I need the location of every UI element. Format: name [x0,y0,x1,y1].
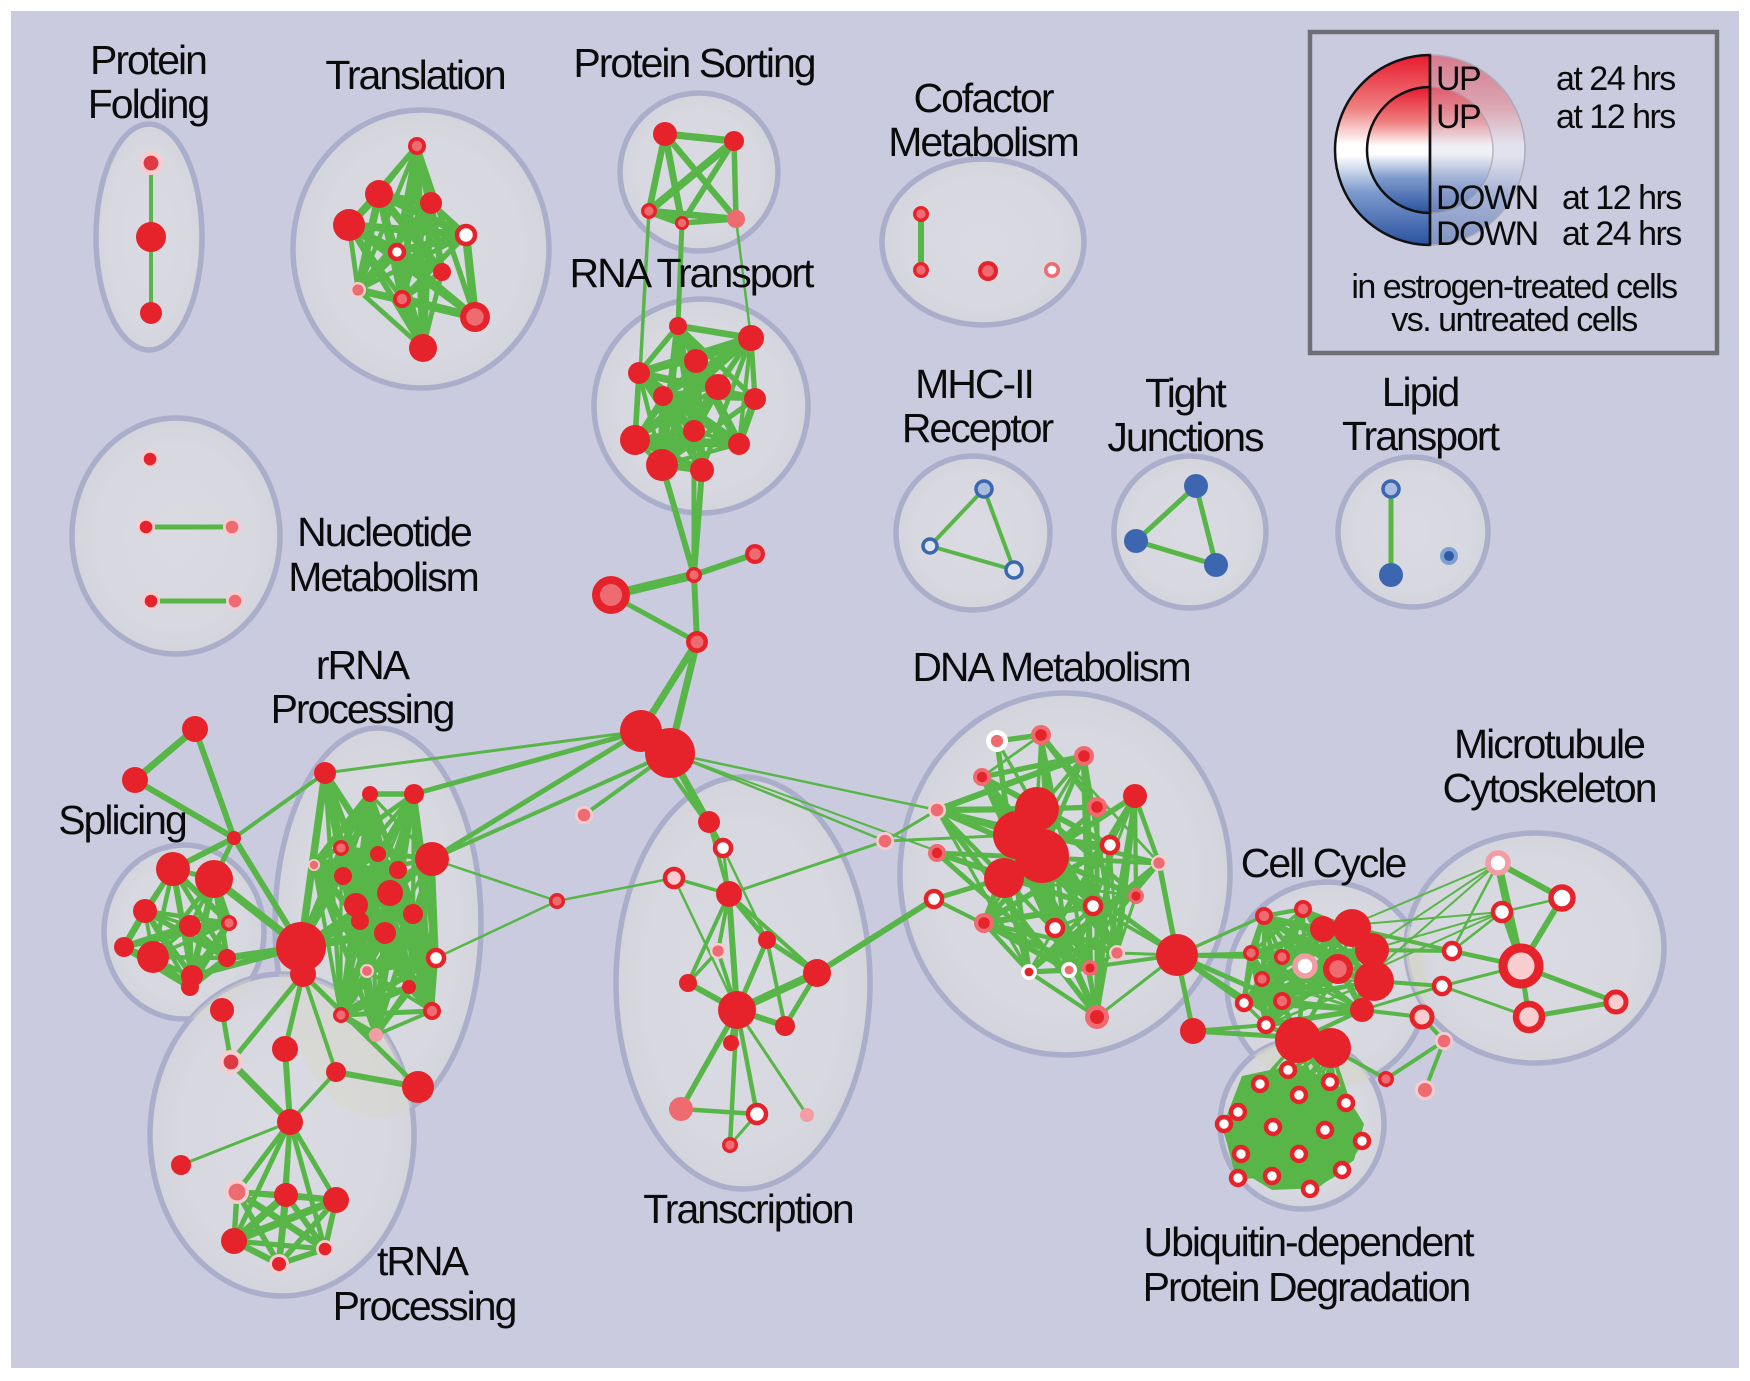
svg-text:Processing: Processing [333,1283,516,1329]
svg-text:Processing: Processing [271,686,454,732]
svg-text:RNA Transport: RNA Transport [570,250,815,296]
svg-text:Tight: Tight [1145,370,1227,416]
svg-text:DNA Metabolism: DNA Metabolism [912,644,1189,690]
svg-text:in estrogen-treated cells: in estrogen-treated cells [1351,268,1677,306]
svg-text:Protein Degradation: Protein Degradation [1143,1264,1470,1310]
svg-text:at 12 hrs: at 12 hrs [1556,98,1675,136]
svg-text:Metabolism: Metabolism [888,119,1078,165]
svg-text:Protein: Protein [90,37,206,83]
svg-text:Transport: Transport [1342,413,1501,459]
svg-text:Cell Cycle: Cell Cycle [1241,840,1406,886]
svg-text:Microtubule: Microtubule [1454,721,1644,767]
svg-text:Nucleotide: Nucleotide [297,509,471,555]
svg-text:UP: UP [1436,98,1480,136]
svg-text:at 12 hrs: at 12 hrs [1562,179,1681,217]
svg-text:MHC-II: MHC-II [915,361,1033,407]
svg-text:Junctions: Junctions [1107,414,1264,460]
svg-text:UP: UP [1436,60,1480,98]
svg-text:DOWN: DOWN [1436,215,1538,253]
svg-text:Lipid: Lipid [1382,369,1459,415]
svg-text:at 24 hrs: at 24 hrs [1556,60,1675,98]
svg-text:Folding: Folding [88,81,209,127]
svg-text:vs. untreated cells: vs. untreated cells [1391,301,1637,339]
svg-text:Splicing: Splicing [58,797,186,843]
svg-text:DOWN: DOWN [1436,179,1538,217]
svg-text:Cofactor: Cofactor [914,75,1054,121]
svg-text:rRNA: rRNA [316,642,411,688]
svg-text:Transcription: Transcription [643,1186,853,1232]
svg-text:Ubiquitin-dependent: Ubiquitin-dependent [1144,1219,1476,1265]
svg-text:tRNA: tRNA [377,1238,470,1284]
svg-text:Receptor: Receptor [902,405,1054,451]
svg-text:Translation: Translation [325,52,504,98]
svg-text:Metabolism: Metabolism [288,554,478,600]
svg-text:Protein Sorting: Protein Sorting [573,40,814,86]
svg-text:at 24 hrs: at 24 hrs [1562,215,1681,253]
svg-text:Cytoskeleton: Cytoskeleton [1442,765,1655,811]
